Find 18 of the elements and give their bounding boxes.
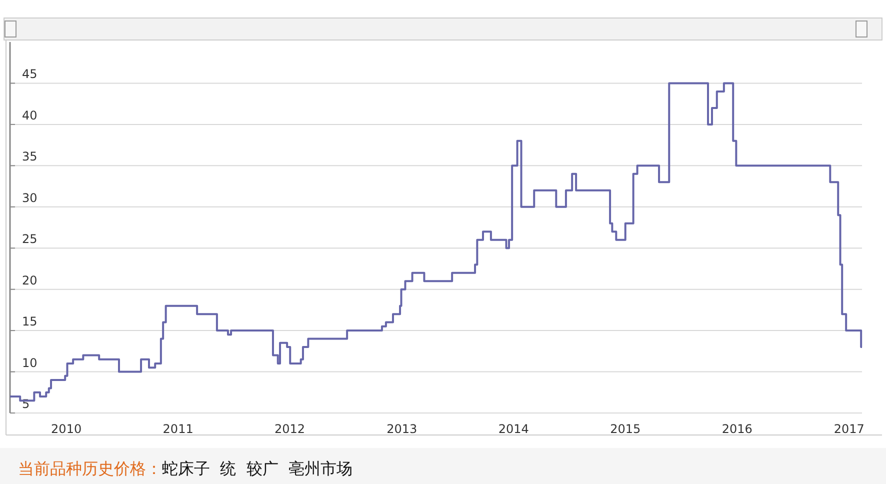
y-tick-label: 35 (22, 150, 38, 164)
y-tick-label: 10 (22, 356, 38, 370)
y-tick-label: 45 (22, 67, 38, 82)
x-tick-label: 2015 (610, 422, 641, 436)
y-tick-label: 25 (22, 232, 38, 246)
y-tick-label: 40 (22, 108, 38, 122)
x-tick-label: 2011 (162, 422, 194, 436)
x-tick-label: 2014 (498, 422, 529, 436)
y-tick-label: 20 (22, 273, 38, 288)
y-tick-label: 15 (22, 314, 38, 329)
text: 蛇床子 统 较广 亳州市场 (162, 459, 353, 478)
x-tick-label: 2012 (274, 422, 306, 436)
text: 当前品种历史价格： (18, 459, 162, 478)
x-tick-label: 2010 (51, 422, 82, 436)
x-tick-label: 2016 (722, 422, 752, 436)
x-tick-label: 2013 (386, 422, 418, 436)
y-tick-label: 30 (22, 190, 38, 205)
x-tick-label: 2017 (834, 422, 864, 436)
